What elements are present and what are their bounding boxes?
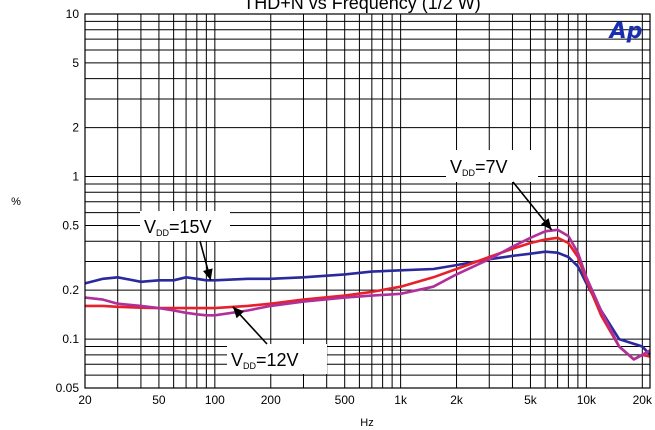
ap-logo: Ap: [608, 19, 643, 44]
y-tick-label: 1: [72, 170, 79, 184]
x-tick-label: 50: [152, 393, 166, 407]
annotation-label: VDD=12V: [231, 350, 299, 371]
x-tick-label: 5k: [524, 393, 538, 407]
chart-grid: [84, 13, 650, 389]
annotation-box: [227, 344, 327, 374]
x-tick-label: 10k: [577, 393, 597, 407]
annotation-arrowhead: [540, 218, 552, 230]
y-tick-label: 0.1: [62, 332, 79, 346]
annotation-arrowhead: [203, 268, 213, 281]
y-tick-label: 2: [72, 121, 79, 135]
x-tick-label: 2k: [450, 393, 464, 407]
chart-series: [84, 228, 651, 361]
x-tick-label: 20: [78, 393, 92, 407]
series-line: [84, 250, 651, 356]
annotation-box: [446, 150, 538, 182]
annotation-label: VDD=7V: [450, 157, 508, 178]
x-tick-label: 500: [335, 393, 355, 407]
x-tick-label: 1k: [394, 393, 408, 407]
annotation-label: VDD=15V: [144, 217, 212, 238]
y-axis-label: %: [11, 196, 21, 208]
y-tick-label: 5: [72, 56, 79, 70]
annotation-box: [140, 211, 230, 241]
chart-annotations: VDD=15V VDD=12V VDD=7V: [140, 150, 553, 374]
x-tick-label: 20k: [633, 393, 653, 407]
series-line: [84, 228, 651, 361]
x-axis-label: Hz: [360, 417, 373, 429]
x-tick-label: 100: [205, 393, 225, 407]
y-tick-label: 0.2: [62, 283, 79, 297]
x-axis-ticks: 20 50 100 200 500 1k 2k 5k 10k 20k: [78, 393, 653, 407]
chart-title: THD+N vs Frequency (1/2 W): [243, 0, 481, 13]
y-tick-label: 0.05: [56, 381, 80, 395]
y-tick-label: 10: [66, 7, 80, 21]
y-axis-ticks: 0.05 0.1 0.2 0.5 1 2 5 10: [56, 7, 80, 395]
plot-frame: [84, 13, 651, 389]
annotation-arrowhead: [232, 306, 244, 319]
y-tick-label: 0.5: [62, 218, 79, 232]
x-tick-label: 200: [261, 393, 281, 407]
